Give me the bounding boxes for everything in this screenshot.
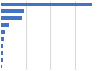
Bar xyxy=(1,37,4,41)
Bar xyxy=(1,65,2,68)
Bar xyxy=(1,51,3,55)
Bar xyxy=(1,23,9,27)
Bar xyxy=(1,3,92,6)
Bar xyxy=(1,30,5,34)
Bar xyxy=(1,44,3,48)
Bar xyxy=(1,58,3,61)
Bar xyxy=(1,16,22,20)
Bar xyxy=(1,10,24,13)
